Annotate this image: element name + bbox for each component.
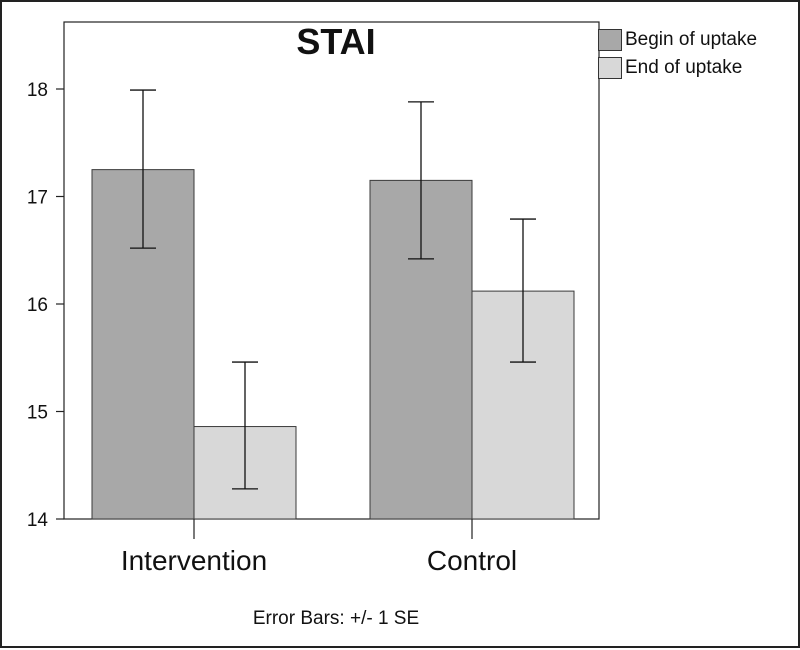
y-tick-label: 16 (27, 295, 48, 316)
plot-frame (63, 21, 600, 520)
x-category-label: Intervention (121, 545, 267, 576)
legend-label-begin: Begin of uptake (625, 29, 758, 50)
y-tick-label: 15 (27, 403, 48, 424)
chart-legend: Begin of uptake End of uptake (598, 26, 757, 82)
chart-title: STAI (296, 21, 375, 62)
legend-swatch-begin (598, 29, 622, 51)
legend-label-end: End of uptake (625, 57, 743, 78)
x-category-label: Control (427, 545, 517, 576)
y-tick-label: 17 (27, 188, 48, 209)
error-bar-footnote: Error Bars: +/- 1 SE (253, 608, 419, 629)
legend-item-end: End of uptake (598, 54, 757, 82)
legend-swatch-end (598, 57, 622, 79)
legend-item-begin: Begin of uptake (598, 26, 757, 54)
y-tick-label: 18 (27, 80, 48, 101)
y-tick-label: 14 (27, 510, 49, 531)
